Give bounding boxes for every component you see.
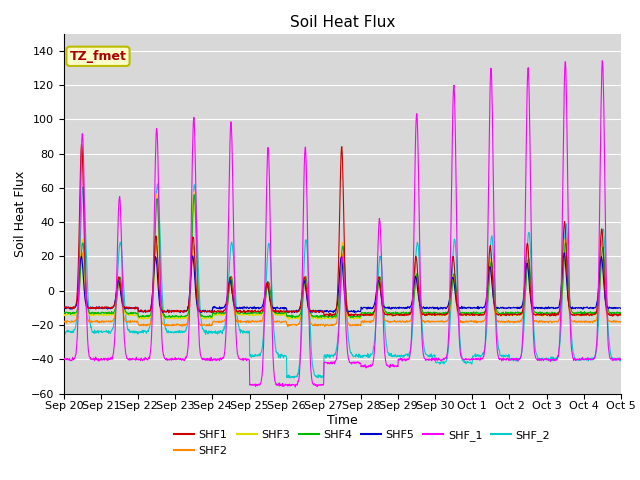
Y-axis label: Soil Heat Flux: Soil Heat Flux (13, 170, 27, 257)
X-axis label: Time: Time (327, 414, 358, 427)
Legend: SHF1, SHF2, SHF3, SHF4, SHF5, SHF_1, SHF_2: SHF1, SHF2, SHF3, SHF4, SHF5, SHF_1, SHF… (170, 426, 555, 460)
Title: Soil Heat Flux: Soil Heat Flux (290, 15, 395, 30)
Text: TZ_fmet: TZ_fmet (70, 50, 127, 63)
